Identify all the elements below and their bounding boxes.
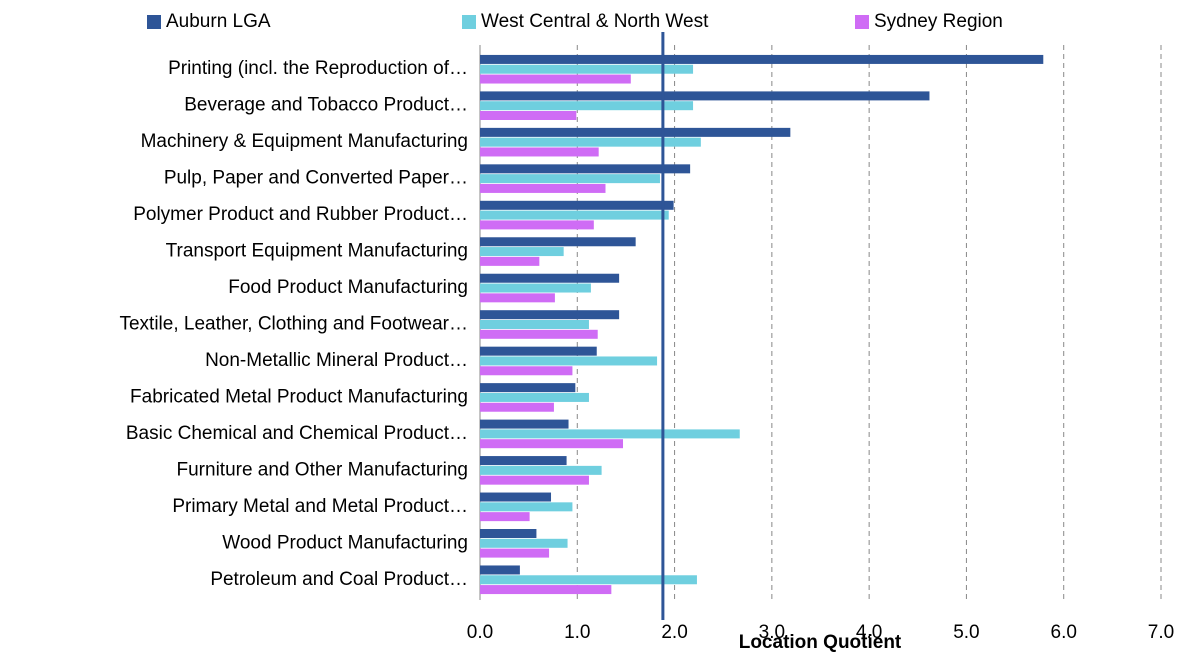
bar — [480, 475, 589, 485]
bar — [480, 383, 576, 393]
y-tick-label: Wood Product Manufacturing — [222, 532, 468, 553]
bar — [480, 164, 691, 174]
y-tick-label: Food Product Manufacturing — [228, 277, 468, 298]
legend-swatch — [462, 15, 476, 29]
x-tick-label: 7.0 — [1148, 622, 1174, 643]
y-tick-label: Non-Metallic Mineral Product… — [205, 350, 468, 371]
y-tick-label: Primary Metal and Metal Product… — [172, 496, 468, 517]
bar — [480, 565, 520, 575]
bar — [480, 256, 540, 266]
bar — [480, 237, 636, 247]
bar — [480, 74, 631, 84]
y-tick-label: Pulp, Paper and Converted Paper… — [164, 168, 468, 189]
x-tick-label: 3.0 — [759, 622, 785, 643]
bar — [480, 538, 568, 548]
y-tick-label: Printing (incl. the Reproduction of… — [168, 58, 468, 79]
bar — [480, 147, 599, 157]
bar — [480, 91, 930, 101]
legend-swatch — [147, 15, 161, 29]
bar — [480, 54, 1044, 64]
x-tick-label: 5.0 — [953, 622, 979, 643]
bar — [480, 101, 694, 111]
y-tick-label: Basic Chemical and Chemical Product… — [126, 423, 468, 444]
bar — [480, 200, 674, 210]
x-tick-label: 2.0 — [661, 622, 687, 643]
bar — [480, 512, 530, 522]
y-tick-label: Machinery & Equipment Manufacturing — [141, 131, 468, 152]
bar — [480, 183, 606, 193]
legend-swatch — [855, 15, 869, 29]
bar — [480, 174, 660, 184]
y-tick-label: Transport Equipment Manufacturing — [166, 241, 468, 262]
bar — [480, 402, 554, 412]
x-axis-title: Location Quotient — [739, 632, 902, 653]
y-tick-label: Beverage and Tobacco Product… — [184, 95, 468, 116]
bar — [480, 64, 694, 74]
bar — [480, 419, 569, 429]
x-tick-label: 1.0 — [564, 622, 590, 643]
y-tick-label: Fabricated Metal Product Manufacturing — [130, 386, 468, 407]
bar — [480, 127, 791, 137]
bar — [480, 392, 589, 402]
bar — [480, 329, 598, 339]
bar — [480, 465, 602, 475]
bar — [480, 273, 620, 283]
y-tick-label: Textile, Leather, Clothing and Footwear… — [119, 314, 468, 335]
bar — [480, 247, 564, 257]
bar — [480, 137, 701, 147]
y-tick-label: Furniture and Other Manufacturing — [177, 459, 469, 480]
bar — [480, 575, 697, 585]
bar — [480, 346, 597, 356]
bar — [480, 529, 537, 538]
bar — [480, 310, 620, 320]
bar — [480, 210, 669, 220]
legend-label: Auburn LGA — [166, 11, 271, 32]
bar — [480, 429, 740, 439]
x-tick-label: 4.0 — [856, 622, 882, 643]
y-tick-label: Polymer Product and Rubber Product… — [133, 204, 468, 225]
bar — [480, 220, 594, 230]
bar — [480, 293, 555, 303]
y-tick-label: Petroleum and Coal Product… — [210, 569, 468, 590]
bar — [480, 439, 624, 449]
bar — [480, 356, 658, 366]
bar — [480, 585, 612, 595]
x-tick-label: 0.0 — [467, 622, 493, 643]
bar — [480, 111, 577, 120]
bar — [480, 320, 589, 329]
bar — [480, 492, 552, 502]
bar — [480, 548, 550, 558]
x-tick-label: 6.0 — [1051, 622, 1077, 643]
bar — [480, 366, 573, 376]
bar — [480, 456, 567, 466]
legend-label: Sydney Region — [874, 11, 1003, 32]
bar — [480, 283, 591, 293]
bar — [480, 502, 573, 512]
legend-label: West Central & North West — [481, 11, 709, 32]
